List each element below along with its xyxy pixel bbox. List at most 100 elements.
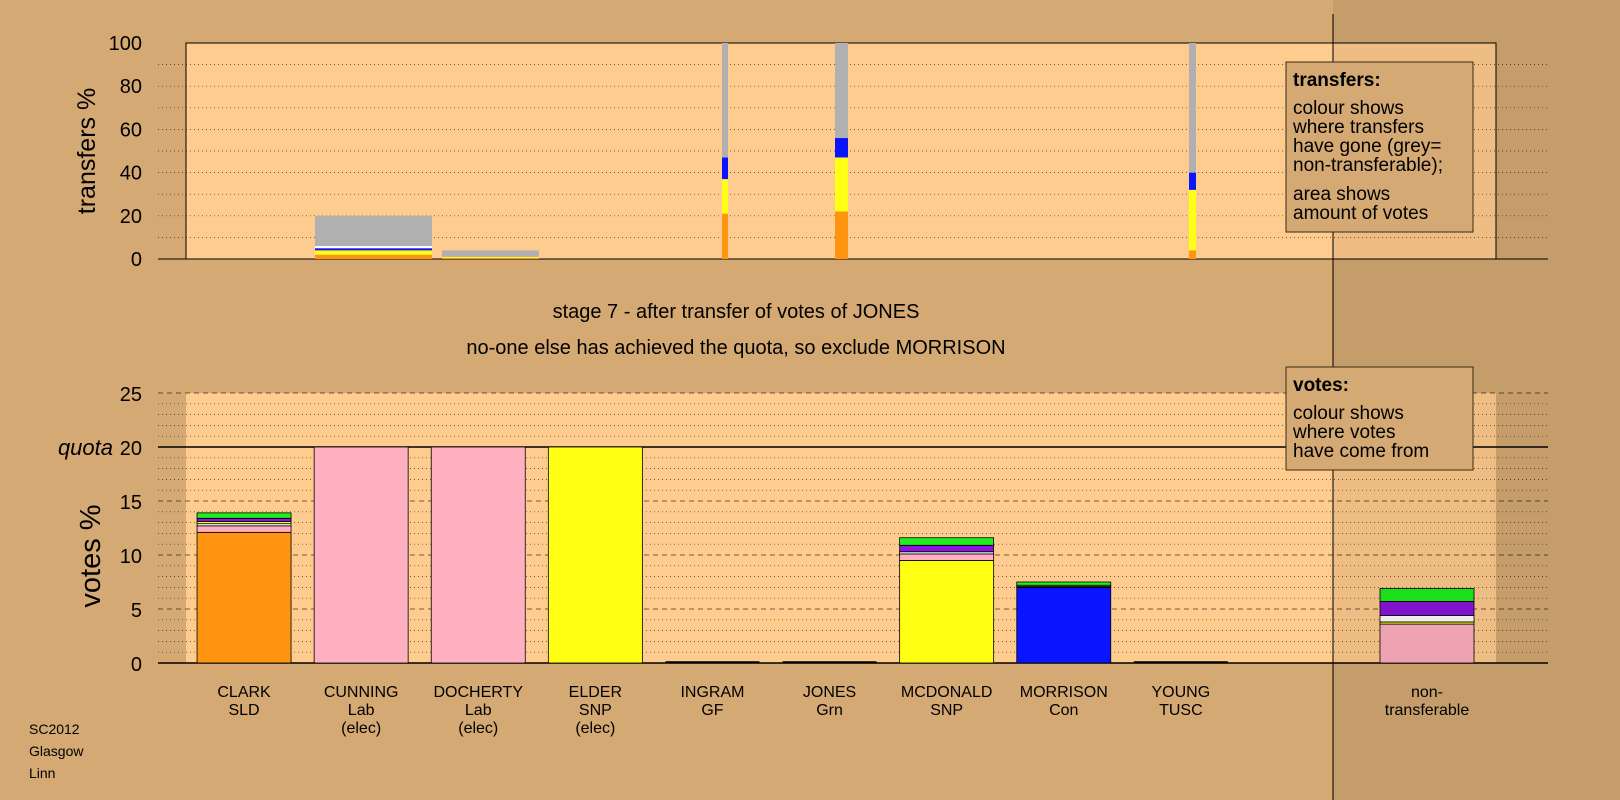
transfers-y-tick-label: 60 [120, 119, 142, 141]
vote-segment [899, 553, 995, 561]
candidate-labels: CLARKSLDCUNNINGLab(elec)DOCHERTYLab(elec… [217, 684, 1469, 737]
transfers-y-tick-label: 40 [120, 163, 142, 185]
transfer-segment [722, 179, 728, 214]
vote-segment [1379, 588, 1475, 602]
vote-segment [196, 525, 292, 533]
candidate-label-line: SNP [930, 702, 963, 719]
candidate-label-line: TUSC [1159, 702, 1203, 719]
transfers-legend: transfers: colour shows where transfers … [1285, 61, 1474, 233]
vote-segment [1379, 623, 1475, 664]
transfer-segment [835, 157, 848, 212]
candidate-label-line: (elec) [341, 720, 381, 737]
candidate-label-line: (elec) [575, 720, 615, 737]
votes-legend-line: colour shows [1293, 403, 1404, 424]
vote-segment [899, 560, 995, 664]
vote-segment [196, 517, 292, 522]
stage-title: stage 7 - after transfer of votes of JON… [553, 301, 920, 323]
vote-segment [547, 446, 643, 664]
candidate-label-line: Grn [816, 702, 843, 719]
footer-line: SC2012 [29, 721, 80, 737]
stage-subtitle: no-one else has achieved the quota, so e… [466, 337, 1005, 359]
candidate-label-line: Con [1049, 702, 1078, 719]
candidate-label-line: INGRAM [680, 684, 744, 701]
vote-segment [313, 446, 409, 664]
transfers-legend-line: have gone (grey= [1293, 136, 1441, 157]
transfer-segment [315, 250, 432, 255]
candidate-label-line: CUNNING [324, 684, 399, 701]
transfers-legend-line: area shows [1293, 184, 1390, 205]
votes-legend-line: where votes [1292, 422, 1395, 443]
transfers-y-tick-label: 100 [109, 33, 142, 55]
transfers-legend-line: amount of votes [1293, 203, 1428, 224]
transfers-legend-title: transfers: [1293, 70, 1381, 91]
transfer-segment [722, 157, 728, 180]
transfer-segment [1189, 172, 1196, 190]
votes-legend-line: have come from [1293, 441, 1429, 462]
transfer-segment [442, 256, 539, 258]
candidate-label-line: non- [1411, 684, 1443, 701]
candidate-label-line: Lab [348, 702, 375, 719]
transfers-legend-line: colour shows [1293, 98, 1404, 119]
vote-segment [1016, 581, 1112, 586]
candidate-label-line: MORRISON [1020, 684, 1108, 701]
transfers-legend-line: non-transferable); [1293, 155, 1443, 176]
transfer-segment [722, 43, 728, 158]
votes-y-ticks: 0 5 10 15 20 25 [120, 384, 142, 676]
votes-y-tick-label: 10 [120, 546, 142, 568]
transfer-segment [1189, 250, 1196, 259]
vote-segment [196, 531, 292, 664]
transfer-segment [835, 138, 848, 158]
footer-line: Glasgow [29, 743, 84, 759]
transfers-y-axis-label: transfers % [73, 88, 101, 214]
votes-y-tick-label: 25 [120, 384, 142, 406]
transfers-y-tick-label: 80 [120, 76, 142, 98]
quota-label: quota [58, 435, 113, 460]
votes-legend: votes: colour shows where votes have com… [1285, 366, 1474, 471]
candidate-label-line: JONES [803, 684, 856, 701]
candidate-label-line: ELDER [569, 684, 622, 701]
transfer-segment [722, 213, 728, 259]
transfers-y-ticks: 0 20 40 60 80 100 [109, 33, 142, 271]
candidate-label-line: DOCHERTY [434, 684, 524, 701]
candidate-label-line: (elec) [458, 720, 498, 737]
transfers-y-tick-label: 0 [131, 249, 142, 271]
transfers-legend-box [1285, 61, 1474, 233]
vote-segment [899, 537, 995, 546]
vote-segment [196, 512, 292, 519]
transfer-segment [442, 257, 539, 259]
votes-y-axis-label: votes % [75, 504, 107, 607]
votes-y-tick-label: 0 [131, 654, 142, 676]
transfer-segment [315, 248, 432, 251]
candidate-label-line: transferable [1385, 702, 1470, 719]
transfer-segment [1189, 189, 1196, 251]
votes-legend-title: votes: [1293, 375, 1349, 396]
candidate-label-line: SLD [228, 702, 259, 719]
transfer-segment [1189, 43, 1196, 173]
votes-legend-box [1285, 366, 1474, 471]
transfer-segment [835, 211, 848, 259]
candidate-label-line: Lab [465, 702, 492, 719]
votes-y-tick-label: 20 [120, 438, 142, 460]
vote-segment [1016, 587, 1112, 664]
transfers-y-tick-label: 20 [120, 206, 142, 228]
candidate-label-line: YOUNG [1152, 684, 1211, 701]
candidate-label-line: GF [701, 702, 723, 719]
transfers-panel: 0 20 40 60 80 100 transfers % [73, 33, 1548, 271]
footer-line: Linn [29, 765, 55, 781]
transfer-segment [442, 250, 539, 257]
candidate-label-line: CLARK [217, 684, 271, 701]
transfers-legend-line: where transfers [1292, 117, 1424, 138]
votes-y-tick-label: 15 [120, 492, 142, 514]
transfers-bars [315, 43, 1196, 259]
candidate-label-line: SNP [579, 702, 612, 719]
candidate-label-line: MCDONALD [901, 684, 993, 701]
transfer-segment [315, 246, 432, 249]
votes-bars [196, 446, 1475, 664]
transfer-segment [315, 254, 432, 259]
transfer-segment [315, 215, 432, 247]
footer: SC2012 Glasgow Linn [29, 721, 84, 781]
votes-y-tick-label: 5 [131, 600, 142, 622]
vote-segment [430, 446, 526, 664]
